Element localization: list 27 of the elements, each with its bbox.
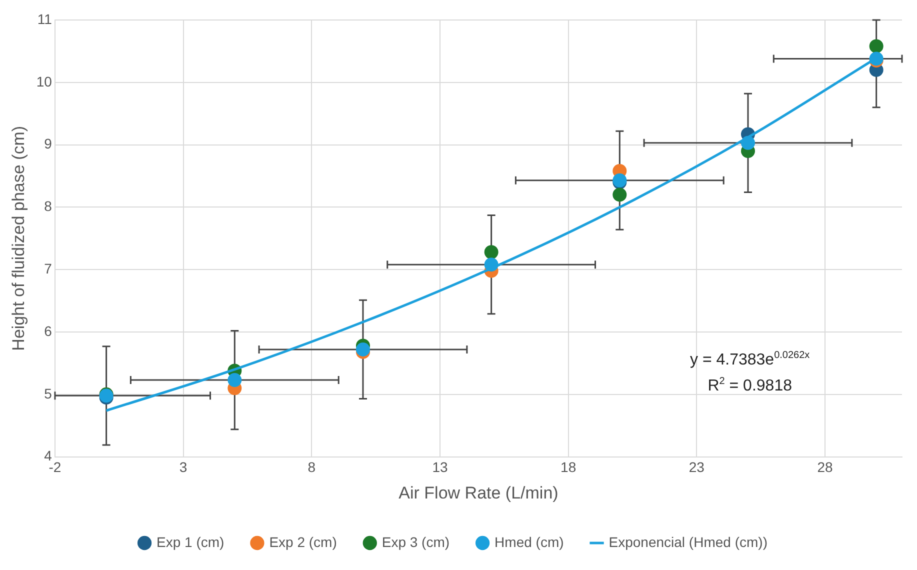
x-tick-label: 18 xyxy=(560,459,576,476)
y-tick-label: 5 xyxy=(44,385,52,402)
point xyxy=(869,39,884,54)
x-tick-label: 23 xyxy=(688,459,705,476)
y-tick-label: 9 xyxy=(44,136,52,152)
point xyxy=(228,373,242,388)
point xyxy=(484,245,498,260)
x-tick-label: 13 xyxy=(432,459,448,476)
y-tick-label: 11 xyxy=(37,10,52,27)
annotation: R$^{2}$ = 0.9818 xyxy=(706,375,793,397)
legend-label: Exp 3 (cm) xyxy=(382,534,450,550)
x-axis-title: Air Flow Rate (L/min) xyxy=(398,483,558,502)
y-tick-label: 7 xyxy=(44,260,52,276)
y-axis-title: Height of fluidized phase (cm) xyxy=(8,126,28,351)
point xyxy=(612,188,627,202)
y-tick-label: 8 xyxy=(44,198,52,214)
x-tick-label: 28 xyxy=(817,459,833,476)
annotation: y = 4.7383e$^{0.0262x}$ xyxy=(690,349,810,370)
x-tick-label: 8 xyxy=(308,459,316,476)
y-tick-label: 10 xyxy=(36,73,52,90)
y-tick-label: 6 xyxy=(44,322,52,339)
legend-label: Exponencial (Hmed (cm)) xyxy=(608,534,768,550)
point xyxy=(356,342,370,356)
legend-label: Exp 2 (cm) xyxy=(269,534,337,550)
x-tick-label: 3 xyxy=(179,459,188,476)
legend-label: Exp 1 (cm) xyxy=(156,534,224,550)
legend-label: Hmed (cm) xyxy=(494,534,564,550)
